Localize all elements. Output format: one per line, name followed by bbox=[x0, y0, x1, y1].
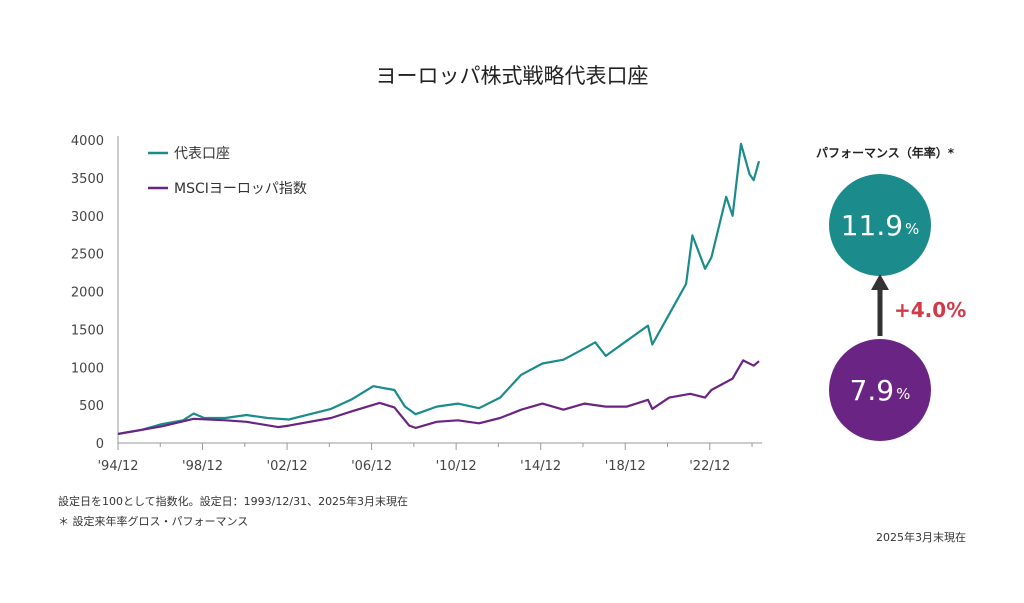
y-tick-label: 1500 bbox=[71, 323, 104, 338]
y-tick-label: 2000 bbox=[71, 286, 104, 301]
as-of-date: 2025年3月末現在 bbox=[876, 531, 966, 544]
y-tick-label: 0 bbox=[96, 437, 104, 452]
x-tick-label: '98/12 bbox=[182, 459, 223, 474]
performance-difference: +4.0% bbox=[894, 298, 967, 322]
series-line-index bbox=[117, 359, 760, 435]
y-tick-label: 4000 bbox=[71, 134, 104, 149]
chart-title: ヨーロッパ株式戦略代表口座 bbox=[375, 64, 649, 88]
series-line-fund bbox=[117, 142, 761, 435]
x-tick-label: '06/12 bbox=[351, 459, 392, 474]
x-tick-label: '18/12 bbox=[605, 459, 646, 474]
fund-performance-value: 11.9 bbox=[840, 208, 904, 242]
footnote-index: 設定日を100として指数化。設定日：1993/12/31、2025年3月末現在 bbox=[58, 495, 409, 508]
y-tick-label: 1000 bbox=[71, 361, 104, 376]
x-tick-label: '14/12 bbox=[520, 459, 561, 474]
footnote-performance: ＊ 設定来年率グロス・パフォーマンス bbox=[58, 515, 249, 528]
y-tick-label: 3000 bbox=[71, 210, 104, 225]
legend-label: 代表口座 bbox=[174, 146, 230, 162]
x-tick-label: '22/12 bbox=[689, 459, 730, 474]
x-tick-label: '10/12 bbox=[436, 459, 477, 474]
y-tick-label: 500 bbox=[79, 399, 104, 414]
x-tick-label: '02/12 bbox=[267, 459, 308, 474]
performance-title: パフォーマンス（年率）* bbox=[815, 146, 955, 160]
x-tick-label: '94/12 bbox=[97, 459, 138, 474]
fund-performance-unit: % bbox=[905, 220, 920, 238]
index-performance-value: 7.9 bbox=[849, 373, 895, 407]
y-tick-label: 3500 bbox=[71, 172, 104, 187]
legend-label: MSCIヨーロッパ指数 bbox=[174, 181, 307, 197]
index-performance-unit: % bbox=[896, 385, 911, 403]
up-arrow-icon bbox=[871, 274, 889, 336]
fund-performance-circle: 11.9% bbox=[829, 174, 931, 276]
index-performance-circle: 7.9% bbox=[829, 339, 931, 441]
y-tick-label: 2500 bbox=[71, 248, 104, 263]
